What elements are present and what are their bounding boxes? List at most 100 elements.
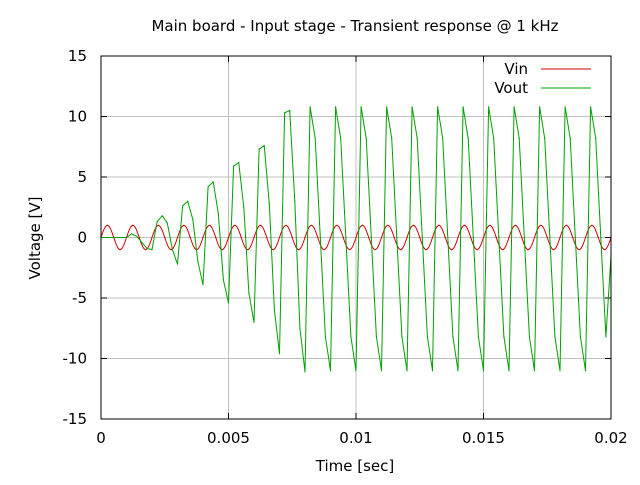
data-point-vin xyxy=(221,249,223,251)
data-point-vout xyxy=(579,336,582,338)
data-point-vin xyxy=(546,236,548,239)
data-point-vin xyxy=(298,249,300,251)
data-point-vin xyxy=(508,236,510,239)
chart-title: Main board - Input stage - Transient res… xyxy=(151,17,558,35)
data-point-vout xyxy=(513,106,515,108)
data-point-vout xyxy=(503,336,505,338)
legend: Vin Vout xyxy=(494,60,591,97)
data-point-vout xyxy=(278,353,281,355)
data-point-vout xyxy=(151,249,153,251)
data-point-vout xyxy=(187,200,189,202)
data-point-vout xyxy=(590,106,592,108)
data-point-vout xyxy=(314,137,316,139)
data-point-vout xyxy=(462,106,464,108)
data-point-vout xyxy=(248,292,250,294)
x-tick-label: 0.015 xyxy=(462,429,505,447)
data-point-vout xyxy=(467,137,469,139)
data-point-vout xyxy=(595,137,597,139)
data-point-vout xyxy=(182,205,184,207)
data-point-vout xyxy=(406,370,408,372)
data-point-vout xyxy=(161,215,163,217)
data-point-vin xyxy=(132,224,134,226)
data-point-vout xyxy=(605,336,607,338)
data-point-vin xyxy=(170,249,172,251)
data-point-vin xyxy=(291,236,293,239)
data-point-vout xyxy=(340,137,342,139)
data-point-vout xyxy=(335,106,337,108)
data-point-vin xyxy=(138,236,140,239)
data-point-vin xyxy=(597,236,599,239)
data-point-vout xyxy=(544,137,546,139)
data-point-vin xyxy=(164,236,166,239)
data-point-vout xyxy=(508,370,510,372)
data-point-vin xyxy=(368,236,370,239)
data-point-vout xyxy=(493,137,495,139)
data-point-vin xyxy=(106,224,108,226)
data-point-vin xyxy=(540,224,542,226)
data-point-vin xyxy=(393,236,395,239)
data-point-vin xyxy=(151,236,153,239)
data-point-vout xyxy=(263,144,265,147)
data-point-vin xyxy=(361,224,363,226)
data-point-vin xyxy=(489,224,491,226)
data-point-vin xyxy=(527,249,529,251)
data-point-vout xyxy=(289,109,291,112)
data-point-vin xyxy=(310,224,312,226)
data-point-vout xyxy=(523,236,525,239)
data-point-vin xyxy=(431,236,434,239)
data-point-vin xyxy=(521,236,523,239)
data-point-vout xyxy=(294,200,296,202)
y-tick-label: -5 xyxy=(72,289,87,307)
data-point-vin xyxy=(444,236,446,239)
legend-label-vout: Vout xyxy=(494,79,528,97)
data-point-vout xyxy=(528,336,531,338)
data-point-vout xyxy=(319,236,321,239)
data-point-vin xyxy=(559,236,561,239)
data-point-vout xyxy=(284,112,286,114)
data-point-vout xyxy=(197,261,199,263)
data-point-vin xyxy=(419,236,421,239)
data-point-vout xyxy=(258,148,260,150)
x-tick-label: 0.01 xyxy=(339,429,372,447)
data-point-vout xyxy=(329,370,332,372)
x-tick-label: 0 xyxy=(96,429,106,447)
data-point-vout xyxy=(498,236,500,239)
data-point-vin xyxy=(578,249,580,251)
data-point-vout xyxy=(426,336,428,338)
data-point-vout xyxy=(549,236,551,239)
data-point-vout xyxy=(156,221,158,223)
data-point-vin xyxy=(463,224,465,226)
data-point-vout xyxy=(141,241,143,243)
data-point-vout xyxy=(131,233,133,235)
data-point-vin xyxy=(502,249,504,251)
x-axis-label: Time [sec] xyxy=(315,457,394,475)
data-point-vout xyxy=(564,106,566,108)
data-point-vin xyxy=(584,236,587,239)
data-point-vout xyxy=(482,370,485,372)
data-point-vout xyxy=(375,336,377,338)
data-point-vout xyxy=(309,106,311,108)
data-point-vout xyxy=(192,218,194,220)
data-point-vout xyxy=(421,236,423,239)
data-point-vin xyxy=(565,224,567,226)
data-point-vin xyxy=(227,236,230,239)
data-point-vin xyxy=(495,236,497,239)
data-point-vout xyxy=(574,236,576,239)
data-point-vout xyxy=(136,235,138,237)
data-point-vout xyxy=(437,106,439,108)
x-tick-label: 0.02 xyxy=(594,429,627,447)
data-point-vin xyxy=(380,236,383,239)
data-point-vout xyxy=(299,327,301,329)
y-tick-label: -15 xyxy=(63,410,88,428)
data-point-vin xyxy=(176,236,179,239)
data-point-vin xyxy=(336,224,338,226)
data-point-vout xyxy=(243,206,245,208)
data-point-vout xyxy=(442,137,444,139)
data-point-vin xyxy=(591,224,593,226)
plot-frame xyxy=(100,55,612,420)
data-point-vin xyxy=(208,224,210,226)
data-point-vout xyxy=(518,137,520,139)
data-point-vout xyxy=(569,137,571,139)
y-tick-label: 0 xyxy=(77,229,87,247)
data-point-vin xyxy=(514,224,516,226)
